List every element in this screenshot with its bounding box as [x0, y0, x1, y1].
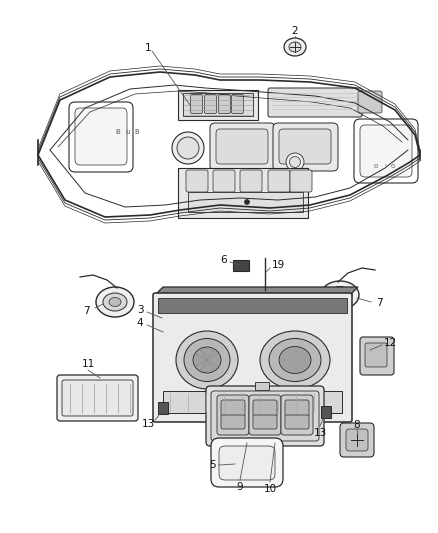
Ellipse shape: [172, 132, 204, 164]
Ellipse shape: [334, 290, 346, 300]
Bar: [255, 382, 269, 390]
Ellipse shape: [284, 38, 306, 56]
Text: 10: 10: [263, 484, 276, 494]
Ellipse shape: [244, 199, 250, 205]
Ellipse shape: [290, 157, 300, 167]
Text: ': ': [384, 163, 386, 169]
FancyBboxPatch shape: [268, 88, 362, 117]
Ellipse shape: [176, 331, 238, 389]
FancyBboxPatch shape: [206, 386, 324, 446]
Text: o: o: [374, 163, 378, 169]
Text: 13: 13: [313, 428, 327, 438]
FancyBboxPatch shape: [232, 94, 244, 114]
Text: o: o: [391, 163, 395, 169]
FancyBboxPatch shape: [240, 170, 262, 192]
FancyBboxPatch shape: [290, 170, 312, 192]
FancyBboxPatch shape: [285, 400, 309, 417]
FancyBboxPatch shape: [221, 400, 245, 417]
Text: 4: 4: [137, 318, 143, 328]
Ellipse shape: [269, 338, 321, 382]
Text: 6: 6: [221, 255, 227, 265]
FancyBboxPatch shape: [69, 102, 133, 172]
Ellipse shape: [96, 287, 134, 317]
FancyBboxPatch shape: [273, 123, 338, 171]
FancyBboxPatch shape: [360, 337, 394, 375]
FancyBboxPatch shape: [153, 293, 352, 422]
Text: B: B: [116, 129, 120, 135]
Polygon shape: [155, 287, 358, 295]
FancyBboxPatch shape: [268, 170, 290, 192]
FancyBboxPatch shape: [360, 125, 412, 177]
Ellipse shape: [103, 293, 127, 311]
Text: 1: 1: [145, 43, 151, 53]
FancyBboxPatch shape: [186, 170, 208, 192]
FancyBboxPatch shape: [253, 415, 277, 429]
Ellipse shape: [177, 137, 199, 159]
FancyBboxPatch shape: [75, 108, 127, 165]
FancyBboxPatch shape: [281, 395, 313, 435]
Text: 8: 8: [354, 420, 360, 430]
FancyBboxPatch shape: [211, 438, 283, 487]
Ellipse shape: [321, 281, 359, 309]
Ellipse shape: [259, 292, 271, 298]
Bar: [321, 406, 331, 418]
FancyBboxPatch shape: [210, 123, 275, 171]
Ellipse shape: [184, 338, 230, 382]
Ellipse shape: [109, 297, 121, 306]
Text: 5: 5: [208, 460, 215, 470]
FancyBboxPatch shape: [213, 170, 235, 192]
FancyBboxPatch shape: [253, 400, 277, 417]
Text: 12: 12: [383, 338, 397, 348]
Ellipse shape: [193, 347, 221, 373]
Bar: [178, 90, 258, 120]
FancyBboxPatch shape: [358, 91, 382, 113]
Text: 3: 3: [137, 305, 143, 315]
FancyBboxPatch shape: [62, 380, 133, 416]
FancyBboxPatch shape: [365, 343, 387, 367]
FancyBboxPatch shape: [346, 429, 368, 451]
Bar: [233, 260, 249, 271]
FancyBboxPatch shape: [340, 423, 374, 457]
Text: 11: 11: [81, 359, 95, 369]
Text: 7: 7: [376, 298, 382, 308]
Text: 2: 2: [292, 26, 298, 36]
Bar: [178, 168, 308, 218]
Ellipse shape: [286, 153, 304, 171]
Text: 7: 7: [83, 306, 89, 316]
Text: 13: 13: [141, 419, 155, 429]
FancyBboxPatch shape: [249, 395, 281, 435]
Text: 9: 9: [237, 482, 244, 492]
Bar: [183, 93, 253, 116]
Ellipse shape: [279, 346, 311, 374]
Ellipse shape: [260, 331, 330, 389]
Text: B: B: [134, 129, 139, 135]
FancyBboxPatch shape: [217, 395, 249, 435]
FancyBboxPatch shape: [219, 446, 275, 480]
FancyBboxPatch shape: [219, 94, 230, 114]
FancyBboxPatch shape: [285, 415, 309, 429]
FancyBboxPatch shape: [57, 375, 138, 421]
Ellipse shape: [289, 42, 301, 52]
FancyBboxPatch shape: [221, 415, 245, 429]
Bar: [163, 391, 342, 413]
FancyBboxPatch shape: [211, 391, 319, 441]
FancyBboxPatch shape: [279, 129, 331, 164]
FancyBboxPatch shape: [216, 129, 268, 164]
Bar: [158, 402, 168, 414]
Ellipse shape: [328, 287, 352, 303]
Ellipse shape: [255, 289, 275, 301]
Text: 19: 19: [272, 260, 285, 270]
Bar: [158, 298, 347, 313]
FancyBboxPatch shape: [354, 119, 418, 183]
FancyBboxPatch shape: [205, 94, 216, 114]
Bar: [188, 192, 303, 212]
FancyBboxPatch shape: [191, 94, 202, 114]
Text: u: u: [126, 129, 130, 135]
